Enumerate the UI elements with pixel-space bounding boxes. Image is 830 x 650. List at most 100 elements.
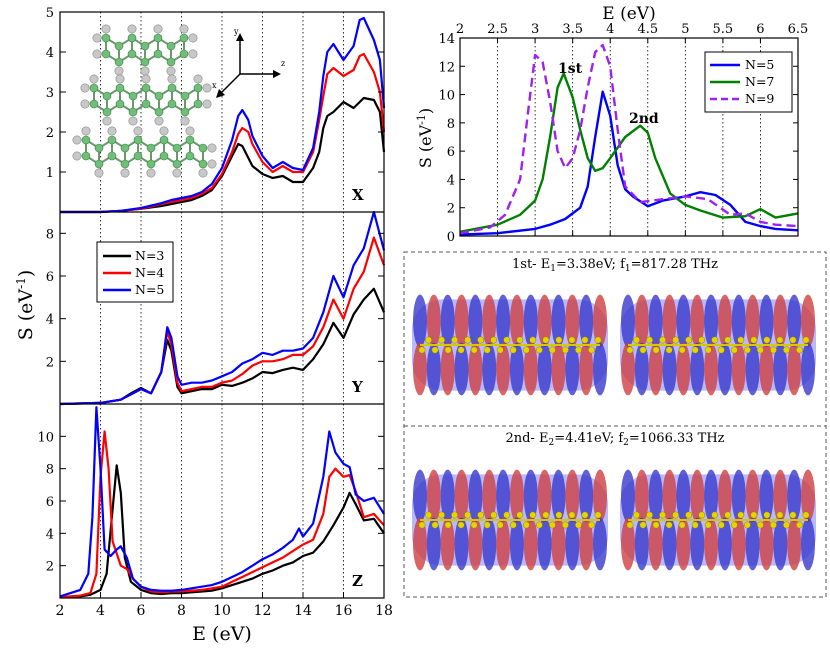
left-y-tick-label: 6 [46, 495, 54, 510]
carbon-atom [159, 135, 169, 145]
series-line-x-n4 [60, 52, 386, 214]
left-y-tick-label: 3 [46, 86, 54, 101]
carbon-atom [146, 143, 156, 153]
left-y-axis-title-text: S (eV [15, 289, 37, 341]
carbon-atom [140, 41, 150, 51]
hydrogen-atom [80, 83, 90, 93]
series-line-x-n5 [60, 16, 386, 214]
caption-2nd-f-name: f [618, 431, 624, 446]
carbon-atom [89, 83, 99, 93]
panel-label-y: Y [351, 378, 363, 396]
right-x-tick-label: 2 [456, 22, 464, 37]
left-y-tick-label: 8 [46, 463, 54, 478]
hydrogen-atom [81, 126, 91, 136]
right-x-tick-label: 4.5 [637, 22, 658, 37]
caption-1st-f-val: =817.28 THz [631, 257, 719, 272]
carbon-atom [107, 135, 117, 145]
carbon-atom [153, 49, 163, 59]
hydrogen-atom [188, 33, 198, 43]
right-y-tick-label: 0 [447, 230, 455, 245]
right-legend: N=5 N=7 N=9 [704, 51, 793, 113]
caption-2nd-e-sub: 2 [548, 438, 554, 448]
left-y-tick-label: 5 [46, 6, 54, 21]
hydrogen-atom [133, 126, 143, 136]
carbon-atom [198, 159, 208, 169]
left-y-axis-title-sup: -1 [14, 277, 28, 289]
carbon-atom [179, 33, 189, 43]
carbon-atom [146, 159, 156, 169]
right-x-tick-label: 6 [756, 22, 764, 37]
orbital-image [412, 469, 608, 571]
hydrogen-atom [107, 126, 117, 136]
right-y-tick-label: 10 [438, 89, 455, 104]
right-spectra-chart: 2 2.5 3 3.5 4 4.5 5 5.5 6 6.5 0 2 4 6 8 10 12 14 E (eV) S… [415, 4, 808, 245]
right-x-tick-label: 4 [606, 22, 614, 37]
left-y-tick-label: 4 [46, 46, 54, 61]
hydrogen-atom [154, 116, 164, 126]
hydrogen-atom [198, 168, 208, 178]
left-x-tick-label: 6 [137, 603, 146, 619]
carbon-atom [128, 107, 138, 117]
carbon-atom [193, 83, 203, 93]
carbon-atom [107, 151, 117, 161]
hydrogen-atom [207, 159, 217, 169]
coordinate-axes-icon: y z x [212, 27, 285, 98]
series-line-x-n3 [60, 96, 386, 214]
hydrogen-atom [207, 143, 217, 153]
orbital-image [412, 294, 608, 396]
carbon-atom [127, 49, 137, 59]
right-y-tick-label: 8 [447, 117, 455, 132]
caption-2nd-f-val: =1066.33 THz [629, 431, 725, 446]
left-x-tick-label: 4 [96, 603, 105, 619]
hydrogen-atom [159, 126, 169, 136]
carbon-atom [102, 91, 112, 101]
right-x-tick-label: 3 [531, 22, 539, 37]
legend-label-right-n9: N=9 [745, 91, 774, 106]
hydrogen-atom [172, 168, 182, 178]
right-y-tick-label: 12 [438, 60, 455, 75]
hydrogen-atom [167, 74, 177, 84]
carbon-atom [185, 135, 195, 145]
hydrogen-atom [140, 66, 150, 76]
carbon-atom [154, 91, 164, 101]
caption-1st-e-sub: 1 [550, 264, 556, 274]
left-y-axis-title-close: ) [15, 270, 37, 277]
right-plot-frame [459, 37, 799, 237]
carbon-atom [127, 33, 137, 43]
carbon-atom [101, 33, 111, 43]
caption-2nd-e-val: =4.41eV; [554, 431, 618, 446]
series-line-y-n3 [59, 287, 386, 406]
hydrogen-atom [193, 74, 203, 84]
left-y-tick-label: 1 [46, 166, 54, 181]
left-y-tick-label: 2 [46, 126, 54, 141]
carbon-atom [133, 135, 143, 145]
left-series-lines [59, 16, 386, 599]
carbon-atom [198, 143, 208, 153]
caption-1st-e-val: =3.38eV; [556, 257, 620, 272]
caption-1st-e-name: E [541, 257, 551, 272]
left-y-tick-label: 4 [46, 527, 54, 542]
right-x-tick-label: 5 [681, 22, 689, 37]
left-x-axis-title: E (eV) [192, 623, 252, 645]
hydrogen-atom [92, 33, 102, 43]
right-series-line-n9 [459, 43, 799, 235]
right-y-tick-label: 2 [447, 202, 455, 217]
left-x-tick-label: 12 [254, 603, 272, 619]
left-gridlines [100, 12, 344, 598]
annotation-2nd: 2nd [629, 111, 659, 127]
caption-1st-f-name: f [620, 257, 626, 272]
carbon-atom [172, 159, 182, 169]
right-y-tick-label: 14 [438, 32, 455, 47]
left-x-tick-label: 18 [375, 603, 393, 619]
carbon-atom [114, 57, 124, 67]
legend-label-right-n7: N=7 [745, 74, 774, 89]
carbon-atom [167, 99, 177, 109]
right-y-axis-title-text: S (eV [416, 124, 435, 168]
hydrogen-atom [202, 99, 212, 109]
caption-1st: 1st- E1=3.38eV; f1=817.28 THz [512, 257, 718, 274]
left-x-tick-label: 14 [294, 603, 312, 619]
right-y-tick-label: 6 [447, 145, 455, 160]
annotation-1st: 1st [558, 61, 583, 77]
